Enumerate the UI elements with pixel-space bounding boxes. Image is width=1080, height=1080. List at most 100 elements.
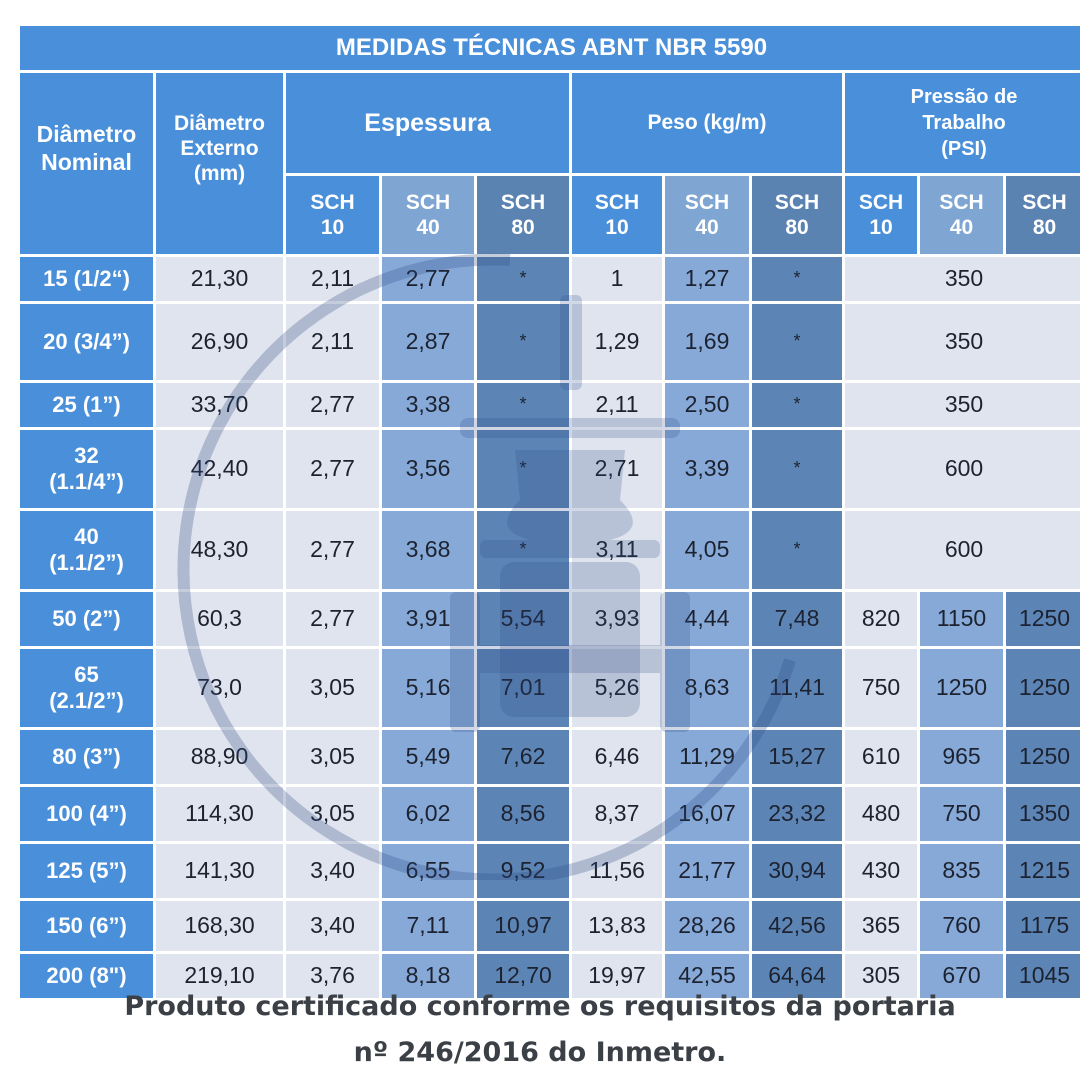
header-peso: Peso (kg/m) [572, 73, 842, 173]
footer-line-1: Produto certificado conforme os requisit… [124, 991, 956, 1022]
row-esp80: 8,56 [477, 787, 569, 841]
row-externo: 73,0 [156, 649, 283, 727]
row-nominal: 50 (2”) [20, 592, 153, 646]
row-psi10: 750 [845, 649, 917, 727]
row-peso80: * [752, 430, 842, 508]
header-pressao: Pressão de Trabalho (PSI) [845, 73, 1080, 173]
row-pressao: 350 [845, 383, 1080, 427]
row-esp80: 7,62 [477, 730, 569, 784]
row-peso80: * [752, 257, 842, 301]
row-esp10: 2,77 [286, 430, 379, 508]
row-esp10: 3,05 [286, 649, 379, 727]
row-psi40: 965 [920, 730, 1003, 784]
row-psi10: 820 [845, 592, 917, 646]
row-peso80: 7,48 [752, 592, 842, 646]
row-peso40: 2,50 [665, 383, 749, 427]
row-peso10: 8,37 [572, 787, 662, 841]
row-peso10: 11,56 [572, 844, 662, 898]
row-nominal: 65 (2.1/2”) [20, 649, 153, 727]
row-psi10: 305 [845, 954, 917, 998]
header-nominal: Diâmetro Nominal [20, 73, 153, 254]
sub-psi-sch10: SCH 10 [845, 176, 917, 254]
row-psi80: 1175 [1006, 901, 1080, 951]
row-pressao: 350 [845, 257, 1080, 301]
row-peso40: 4,44 [665, 592, 749, 646]
row-pressao: 600 [845, 430, 1080, 508]
row-esp80: 12,70 [477, 954, 569, 998]
row-psi80: 1250 [1006, 649, 1080, 727]
row-esp10: 3,40 [286, 901, 379, 951]
row-psi40: 670 [920, 954, 1003, 998]
row-peso10: 1,29 [572, 304, 662, 380]
row-peso40: 1,27 [665, 257, 749, 301]
row-esp80: * [477, 430, 569, 508]
row-esp10: 3,05 [286, 730, 379, 784]
sub-peso-sch10: SCH 10 [572, 176, 662, 254]
row-pressao: 600 [845, 511, 1080, 589]
row-peso40: 3,39 [665, 430, 749, 508]
row-peso10: 13,83 [572, 901, 662, 951]
row-peso10: 1 [572, 257, 662, 301]
row-esp40: 5,16 [382, 649, 474, 727]
row-esp40: 5,49 [382, 730, 474, 784]
row-esp10: 2,77 [286, 511, 379, 589]
header-externo: Diâmetro Externo (mm) [156, 73, 283, 254]
row-esp40: 7,11 [382, 901, 474, 951]
row-externo: 168,30 [156, 901, 283, 951]
row-esp10: 3,76 [286, 954, 379, 998]
row-esp10: 2,77 [286, 383, 379, 427]
row-peso80: 15,27 [752, 730, 842, 784]
row-externo: 60,3 [156, 592, 283, 646]
row-psi40: 835 [920, 844, 1003, 898]
row-peso40: 8,63 [665, 649, 749, 727]
row-nominal: 200 (8") [20, 954, 153, 998]
row-psi40: 760 [920, 901, 1003, 951]
row-peso80: 11,41 [752, 649, 842, 727]
row-esp80: * [477, 304, 569, 380]
header-pressao-line2: Trabalho [922, 112, 1006, 134]
row-esp40: 3,91 [382, 592, 474, 646]
table-title: MEDIDAS TÉCNICAS ABNT NBR 5590 [20, 26, 1080, 70]
row-psi80: 1350 [1006, 787, 1080, 841]
row-pressao: 350 [845, 304, 1080, 380]
sub-esp-sch10: SCH 10 [286, 176, 379, 254]
row-esp10: 2,11 [286, 304, 379, 380]
row-peso80: 42,56 [752, 901, 842, 951]
row-peso80: 23,32 [752, 787, 842, 841]
header-espessura: Espessura [286, 73, 569, 173]
row-externo: 219,10 [156, 954, 283, 998]
row-psi80: 1045 [1006, 954, 1080, 998]
row-externo: 21,30 [156, 257, 283, 301]
footer-line-2: nº 246/2016 do Inmetro. [353, 1037, 727, 1068]
row-nominal: 32 (1.1/4”) [20, 430, 153, 508]
row-psi40: 1150 [920, 592, 1003, 646]
row-peso10: 2,11 [572, 383, 662, 427]
header-pressao-line1: Pressão de [910, 86, 1018, 108]
row-peso80: 30,94 [752, 844, 842, 898]
row-psi80: 1250 [1006, 730, 1080, 784]
row-peso40: 11,29 [665, 730, 749, 784]
header-pressao-line3: (PSI) [941, 138, 987, 160]
row-psi80: 1250 [1006, 592, 1080, 646]
row-peso10: 2,71 [572, 430, 662, 508]
row-esp10: 3,40 [286, 844, 379, 898]
row-esp40: 3,56 [382, 430, 474, 508]
row-peso40: 16,07 [665, 787, 749, 841]
row-externo: 33,70 [156, 383, 283, 427]
row-esp10: 3,05 [286, 787, 379, 841]
row-externo: 114,30 [156, 787, 283, 841]
row-peso40: 42,55 [665, 954, 749, 998]
row-nominal: 25 (1”) [20, 383, 153, 427]
row-peso40: 28,26 [665, 901, 749, 951]
row-esp40: 3,38 [382, 383, 474, 427]
row-psi40: 1250 [920, 649, 1003, 727]
row-peso80: 64,64 [752, 954, 842, 998]
row-psi10: 365 [845, 901, 917, 951]
row-nominal: 100 (4”) [20, 787, 153, 841]
row-esp40: 3,68 [382, 511, 474, 589]
spec-table: MEDIDAS TÉCNICAS ABNT NBR 5590 Diâmetro … [20, 26, 1080, 998]
row-externo: 42,40 [156, 430, 283, 508]
row-peso10: 6,46 [572, 730, 662, 784]
row-peso80: * [752, 304, 842, 380]
row-peso80: * [752, 511, 842, 589]
